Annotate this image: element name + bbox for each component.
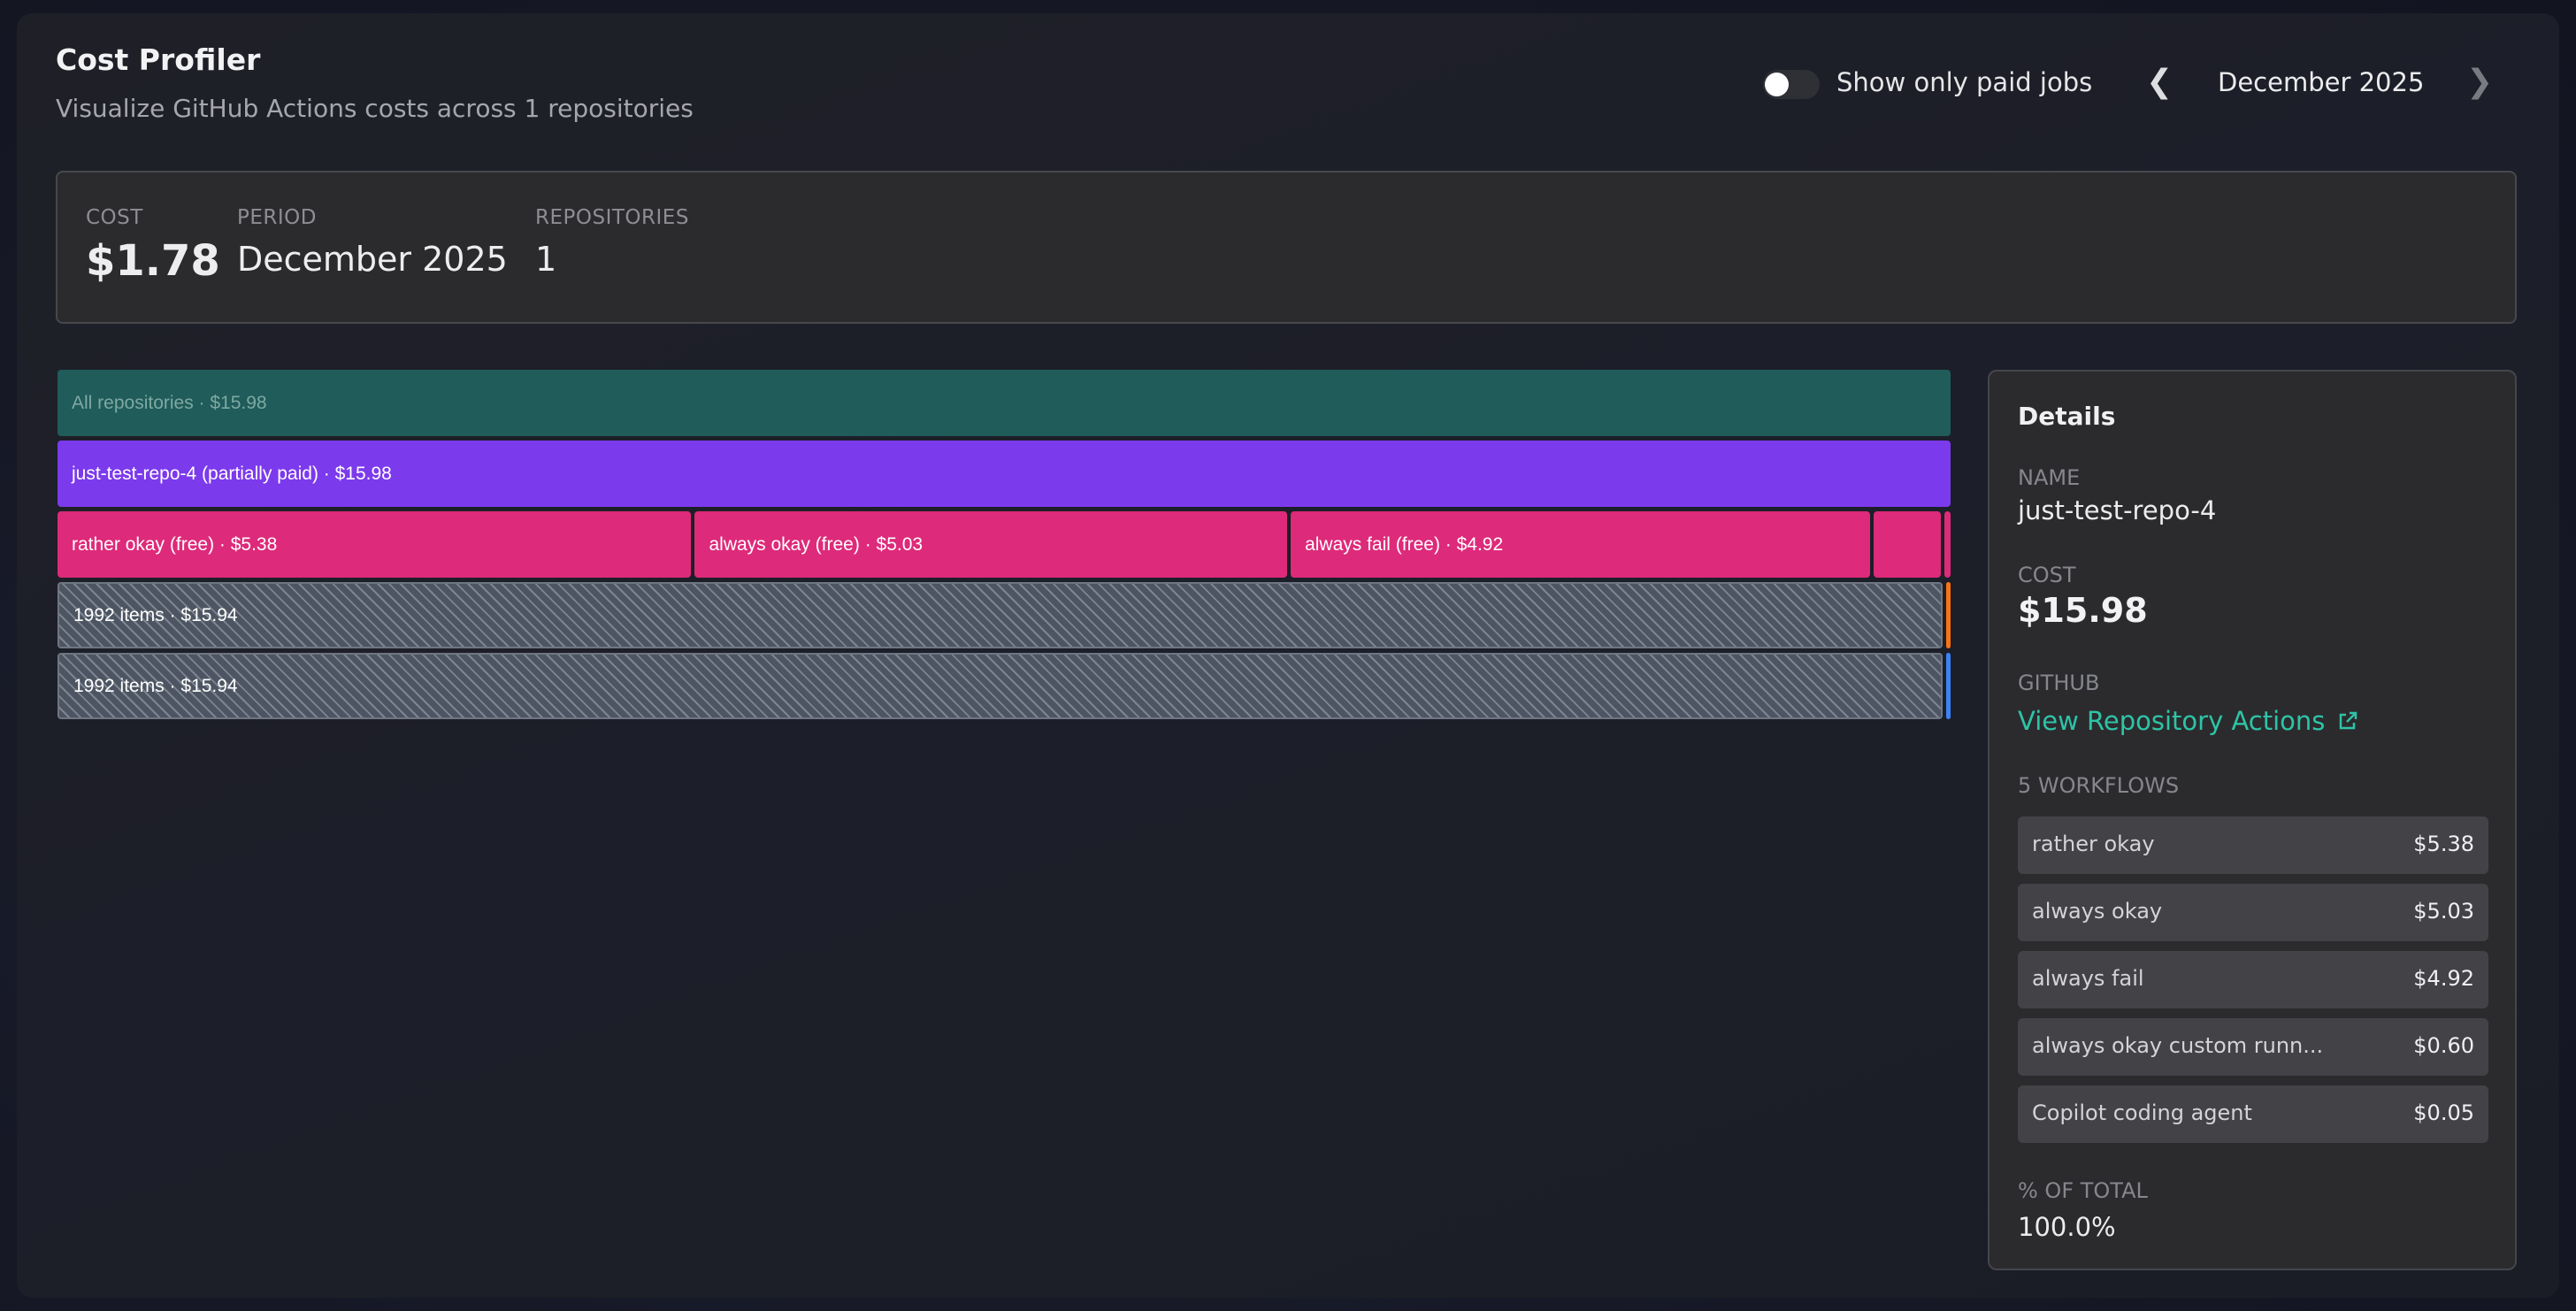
workflow-item[interactable]: Copilot coding agent $0.05	[2018, 1085, 2488, 1143]
workflow-name: always fail	[2032, 966, 2144, 991]
flame-segment-label: always fail (free) · $4.92	[1305, 533, 1504, 555]
flame-segment[interactable]: All repositories · $15.98	[58, 370, 1951, 436]
chevron-right-icon[interactable]: ❯	[2466, 64, 2494, 100]
flame-segment[interactable]: rather okay (free) · $5.38	[58, 511, 692, 578]
pct-label: % OF TOTAL	[2018, 1178, 2148, 1203]
summary-cost: COST $1.78	[86, 206, 220, 286]
flame-segment-label: just-test-repo-4 (partially paid) · $15.…	[72, 463, 392, 484]
cost-label: COST	[2018, 563, 2076, 587]
repos-value: 1	[535, 240, 557, 279]
summary-period: PERIOD December 2025	[237, 206, 508, 279]
workflow-item[interactable]: always okay $5.03	[2018, 884, 2488, 941]
name-value: just-test-repo-4	[2018, 495, 2217, 525]
workflow-name: rather okay	[2032, 832, 2155, 856]
flame-segment[interactable]	[1944, 511, 1951, 578]
page-title: Cost Profiler	[56, 42, 261, 77]
view-repository-actions-link[interactable]: View Repository Actions	[2018, 706, 2358, 736]
repos-label: REPOSITORIES	[535, 206, 689, 229]
flame-segment[interactable]	[1945, 653, 1951, 719]
link-text[interactable]: View Repository Actions	[2018, 706, 2326, 736]
flame-segment-label: rather okay (free) · $5.38	[72, 533, 278, 555]
paid-jobs-toggle[interactable]	[1763, 70, 1820, 99]
workflow-cost: $0.60	[2413, 1033, 2474, 1058]
workflow-cost: $0.05	[2413, 1100, 2474, 1125]
workflow-item[interactable]: always fail $4.92	[2018, 951, 2488, 1008]
workflow-name: always okay custom runn...	[2032, 1033, 2324, 1058]
github-label: GITHUB	[2018, 671, 2100, 695]
toggle-knob	[1765, 73, 1789, 96]
flame-segment[interactable]: always fail (free) · $4.92	[1291, 511, 1870, 578]
workflow-cost: $4.92	[2413, 966, 2474, 991]
workflow-item[interactable]: rather okay $5.38	[2018, 816, 2488, 874]
flame-segment[interactable]	[1945, 582, 1951, 648]
period-value: December 2025	[237, 240, 508, 279]
period-label: PERIOD	[237, 206, 317, 229]
workflow-name: Copilot coding agent	[2032, 1100, 2252, 1125]
flame-segment-label: All repositories · $15.98	[72, 392, 267, 413]
flame-segment[interactable]: just-test-repo-4 (partially paid) · $15.…	[58, 441, 1951, 507]
flame-graph: All repositories · $15.98 just-test-repo-…	[58, 370, 1951, 724]
workflows-label: 5 WORKFLOWS	[2018, 773, 2180, 798]
flame-segment[interactable]: 1992 items · $15.94	[58, 653, 1943, 719]
flame-segment[interactable]: 1992 items · $15.94	[58, 582, 1943, 648]
name-label: NAME	[2018, 465, 2081, 490]
workflow-item[interactable]: always okay custom runn... $0.60	[2018, 1018, 2488, 1076]
cost-value: $1.78	[86, 236, 220, 286]
chevron-left-icon[interactable]: ❮	[2146, 64, 2174, 100]
details-panel: Details NAME just-test-repo-4 COST $15.9…	[1988, 370, 2517, 1270]
page-subtitle: Visualize GitHub Actions costs across 1 …	[56, 94, 694, 123]
flame-segment-label: 1992 items · $15.94	[73, 675, 238, 696]
external-link-icon	[2339, 711, 2357, 730]
summary-panel: COST $1.78 PERIOD December 2025 REPOSITO…	[56, 171, 2517, 324]
flame-segment[interactable]	[1873, 511, 1942, 578]
cost-value: $15.98	[2018, 591, 2148, 630]
month-label: December 2025	[2218, 67, 2425, 97]
summary-repos: REPOSITORIES 1	[535, 206, 689, 279]
pct-value: 100.0%	[2018, 1212, 2116, 1242]
flame-segment[interactable]: always okay (free) · $5.03	[694, 511, 1288, 578]
workflow-cost: $5.38	[2413, 832, 2474, 856]
details-title: Details	[2018, 402, 2116, 431]
workflow-cost: $5.03	[2413, 899, 2474, 924]
paid-jobs-label[interactable]: Show only paid jobs	[1836, 67, 2093, 97]
flame-segment-label: always okay (free) · $5.03	[709, 533, 924, 555]
cost-label: COST	[86, 206, 143, 229]
flame-segment-label: 1992 items · $15.94	[73, 604, 238, 625]
workflow-name: always okay	[2032, 899, 2163, 924]
